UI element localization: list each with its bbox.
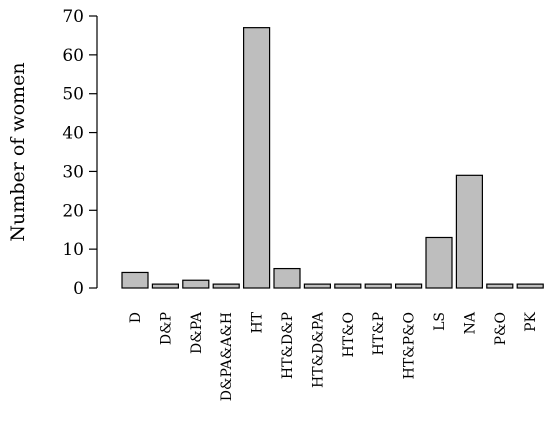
bar-d-p xyxy=(151,283,179,289)
x-tick-label: D&PA xyxy=(189,311,205,354)
bar-p-o xyxy=(486,283,514,289)
x-tick-label: HT&P xyxy=(371,312,387,355)
y-axis-label: Number of women xyxy=(7,62,29,241)
bar-d xyxy=(121,271,149,289)
y-tick-label: 20 xyxy=(62,201,84,221)
x-tick-label: NA xyxy=(462,311,478,334)
bar-ht-d-pa xyxy=(303,283,331,289)
bar-ht xyxy=(243,27,271,289)
y-tick-label: 40 xyxy=(62,124,84,144)
y-axis: 0 10 20 30 40 50 60 70 xyxy=(62,7,98,299)
x-tick-label: HT&P&O xyxy=(402,312,418,379)
bar-pk xyxy=(516,283,544,289)
x-tick-label: P&O xyxy=(493,312,509,345)
bar-na xyxy=(455,174,483,289)
y-tick-label: 50 xyxy=(62,85,84,105)
x-tick-label: D xyxy=(128,312,144,323)
x-tick-label: D&PA&A&H xyxy=(219,312,235,401)
x-tick-label: HT xyxy=(250,311,266,333)
x-tick-label: D&P xyxy=(158,312,174,345)
y-tick-label: 0 xyxy=(73,279,84,299)
bar-d-pa xyxy=(182,279,210,289)
bars-group xyxy=(121,27,544,289)
bar-ht-p xyxy=(364,283,392,289)
x-tick-label: HT&D&PA xyxy=(310,311,326,388)
x-tick-label: HT&O xyxy=(341,312,357,358)
x-tick-labels: D D&P D&PA D&PA&A&H HT HT&D&P HT&D&PA HT&O HT&P H… xyxy=(128,311,539,401)
y-tick-label: 70 xyxy=(62,7,84,27)
bar-d-pa-a-h xyxy=(212,283,240,289)
x-tick-label: HT&D&P xyxy=(280,312,296,379)
bar-ht-d-p xyxy=(273,267,301,289)
bar-ht-o xyxy=(334,283,362,289)
x-tick-label: LS xyxy=(432,312,448,331)
y-tick-label: 60 xyxy=(62,46,84,66)
bar-ls xyxy=(425,236,453,289)
y-tick-label: 10 xyxy=(62,240,84,260)
bar-ht-p-o xyxy=(395,283,423,289)
x-tick-label: PK xyxy=(523,311,539,331)
y-tick-label: 30 xyxy=(62,162,84,182)
